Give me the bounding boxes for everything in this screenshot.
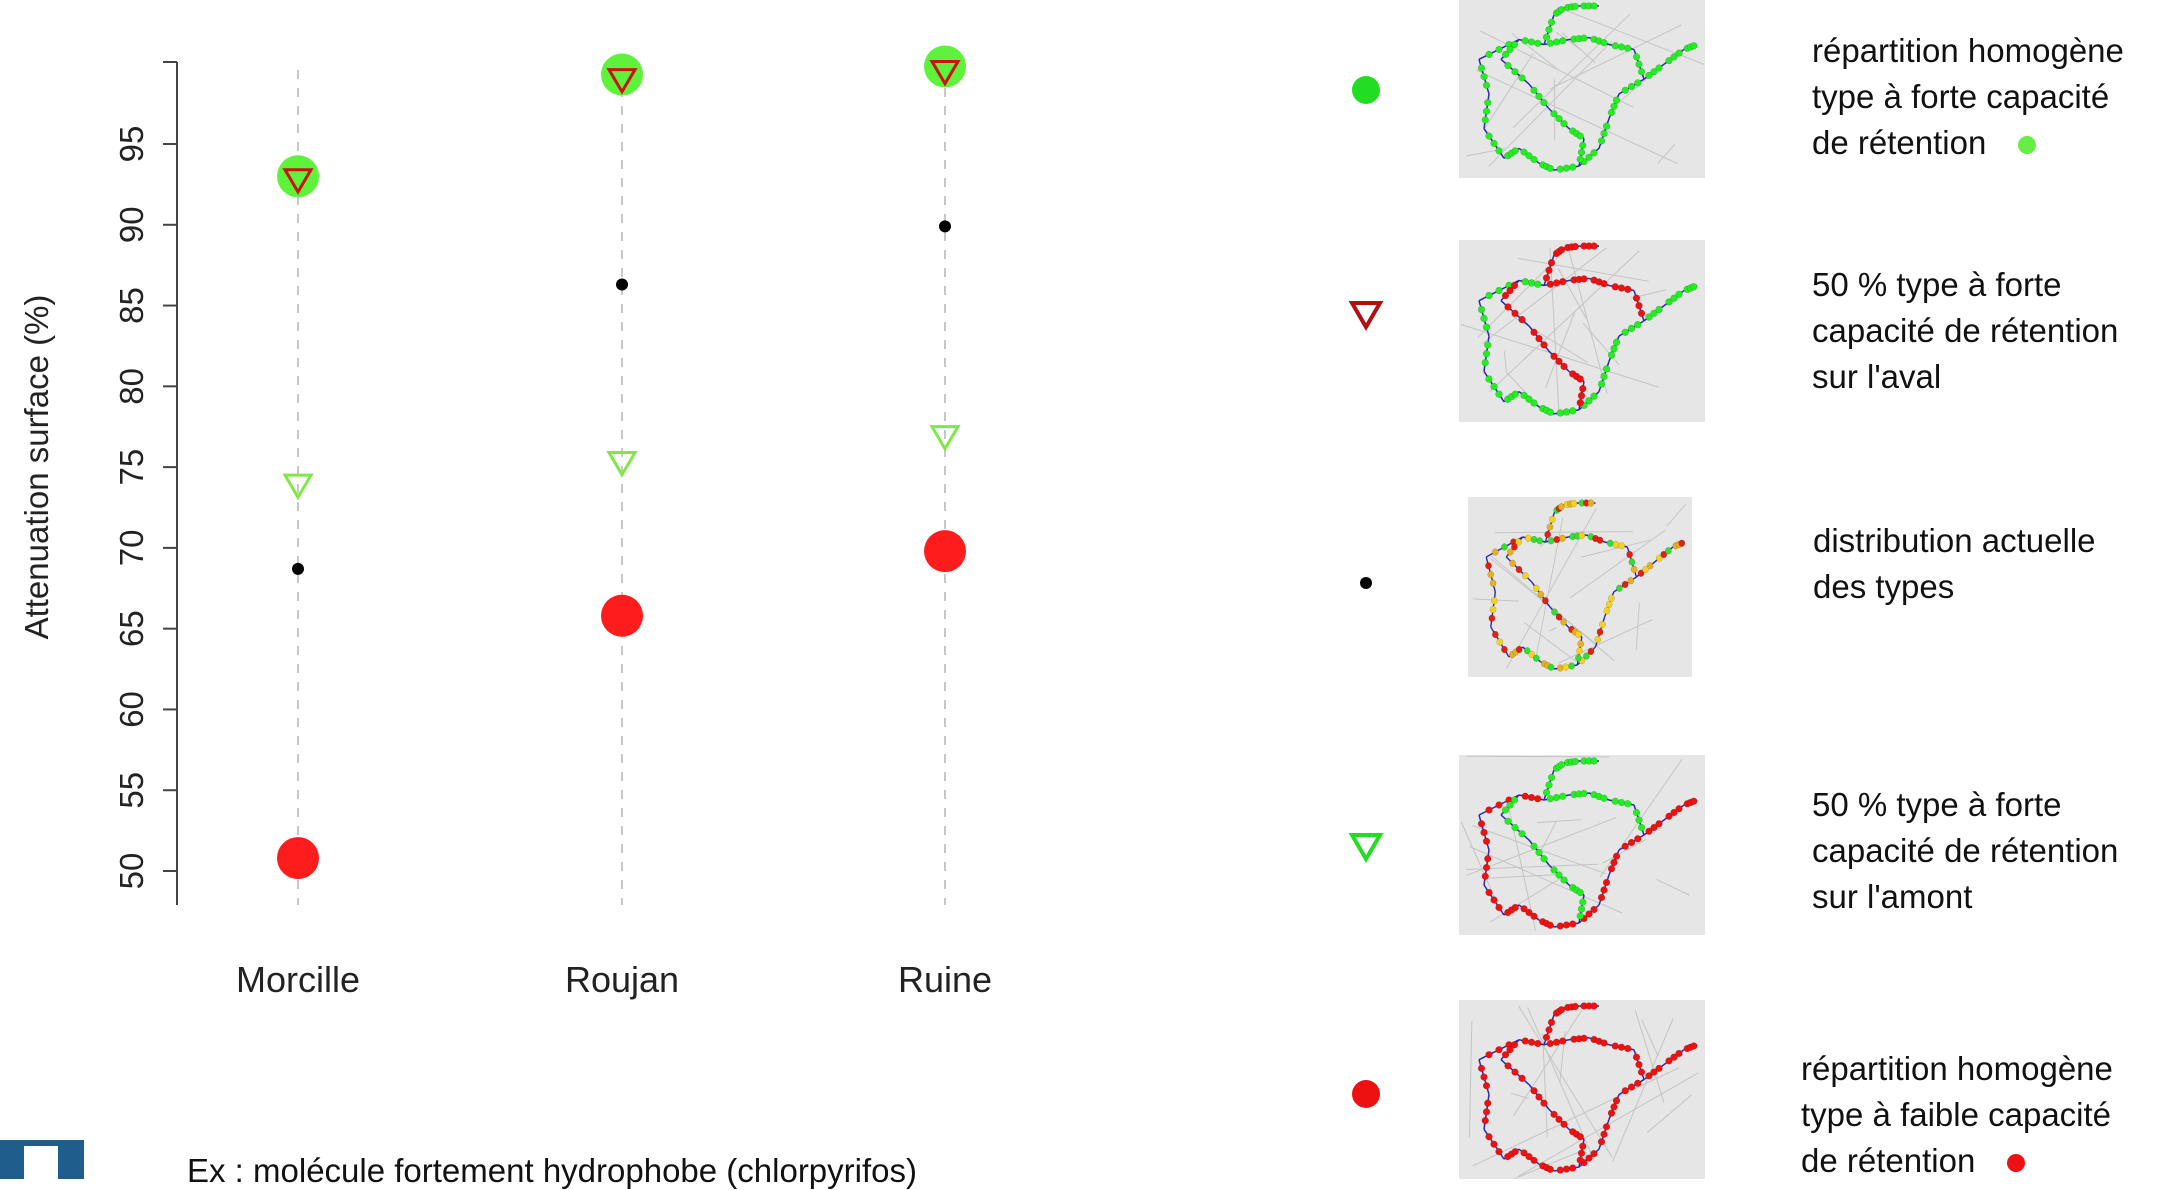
legend-label-line: type à faible capacité bbox=[1801, 1092, 2113, 1138]
data-point-actuelle bbox=[616, 279, 628, 291]
legend-inline-dot bbox=[2018, 136, 2036, 154]
legend-label-line: de rétention bbox=[1812, 120, 2124, 166]
y-tick-label: 95 bbox=[113, 126, 150, 163]
legend-label-line: répartition homogène bbox=[1801, 1046, 2113, 1092]
y-tick-label: 85 bbox=[113, 287, 150, 324]
data-point-homogene_faible bbox=[601, 595, 643, 637]
y-tick-label: 90 bbox=[113, 206, 150, 243]
y-tick-label: 65 bbox=[113, 610, 150, 647]
y-tick-label: 75 bbox=[113, 449, 150, 486]
y-tick-label: 55 bbox=[113, 772, 150, 809]
legend-map-thumbnail bbox=[1459, 1000, 1705, 1179]
logo bbox=[0, 1140, 84, 1179]
legend-label-line: des types bbox=[1813, 564, 2096, 610]
y-tick-label: 60 bbox=[113, 691, 150, 728]
data-point-actuelle bbox=[292, 563, 304, 575]
legend-map-thumbnail bbox=[1459, 0, 1705, 178]
legend-label-line: capacité de rétention bbox=[1812, 308, 2118, 354]
x-category-label: Ruine bbox=[898, 959, 992, 1000]
legend-map-thumbnail bbox=[1468, 497, 1692, 677]
legend-label-line: capacité de rétention bbox=[1812, 828, 2118, 874]
legend-symbol bbox=[1336, 817, 1396, 877]
data-point-homogene_faible bbox=[277, 837, 319, 879]
legend-label-line: sur l'aval bbox=[1812, 354, 2118, 400]
legend-label-line: 50 % type à forte bbox=[1812, 782, 2118, 828]
data-point-homogene_faible bbox=[924, 530, 966, 572]
legend-label-line: distribution actuelle bbox=[1813, 518, 2096, 564]
legend-map-thumbnail bbox=[1459, 240, 1705, 422]
legend-label-line: 50 % type à forte bbox=[1812, 262, 2118, 308]
legend-map-thumbnail bbox=[1459, 755, 1705, 935]
x-category-label: Roujan bbox=[565, 959, 679, 1000]
x-category-label: Morcille bbox=[236, 959, 360, 1000]
legend-symbol bbox=[1336, 285, 1396, 345]
legend-label-line: sur l'amont bbox=[1812, 874, 2118, 920]
legend-symbol bbox=[1336, 553, 1396, 613]
footnote: Ex : molécule fortement hydrophobe (chlo… bbox=[187, 1152, 917, 1190]
y-tick-label: 50 bbox=[113, 853, 150, 890]
legend-label-line: de rétention bbox=[1801, 1138, 2113, 1184]
legend-label-line: répartition homogène bbox=[1812, 28, 2124, 74]
legend-symbol bbox=[1336, 60, 1396, 120]
legend-symbol bbox=[1336, 1064, 1396, 1124]
legend-inline-dot bbox=[2007, 1154, 2025, 1172]
y-axis-label: Attenuation surface (%) bbox=[18, 295, 55, 640]
y-tick-label: 70 bbox=[113, 530, 150, 567]
data-point-actuelle bbox=[939, 220, 951, 232]
y-tick-label: 80 bbox=[113, 368, 150, 405]
legend-label-line: type à forte capacité bbox=[1812, 74, 2124, 120]
